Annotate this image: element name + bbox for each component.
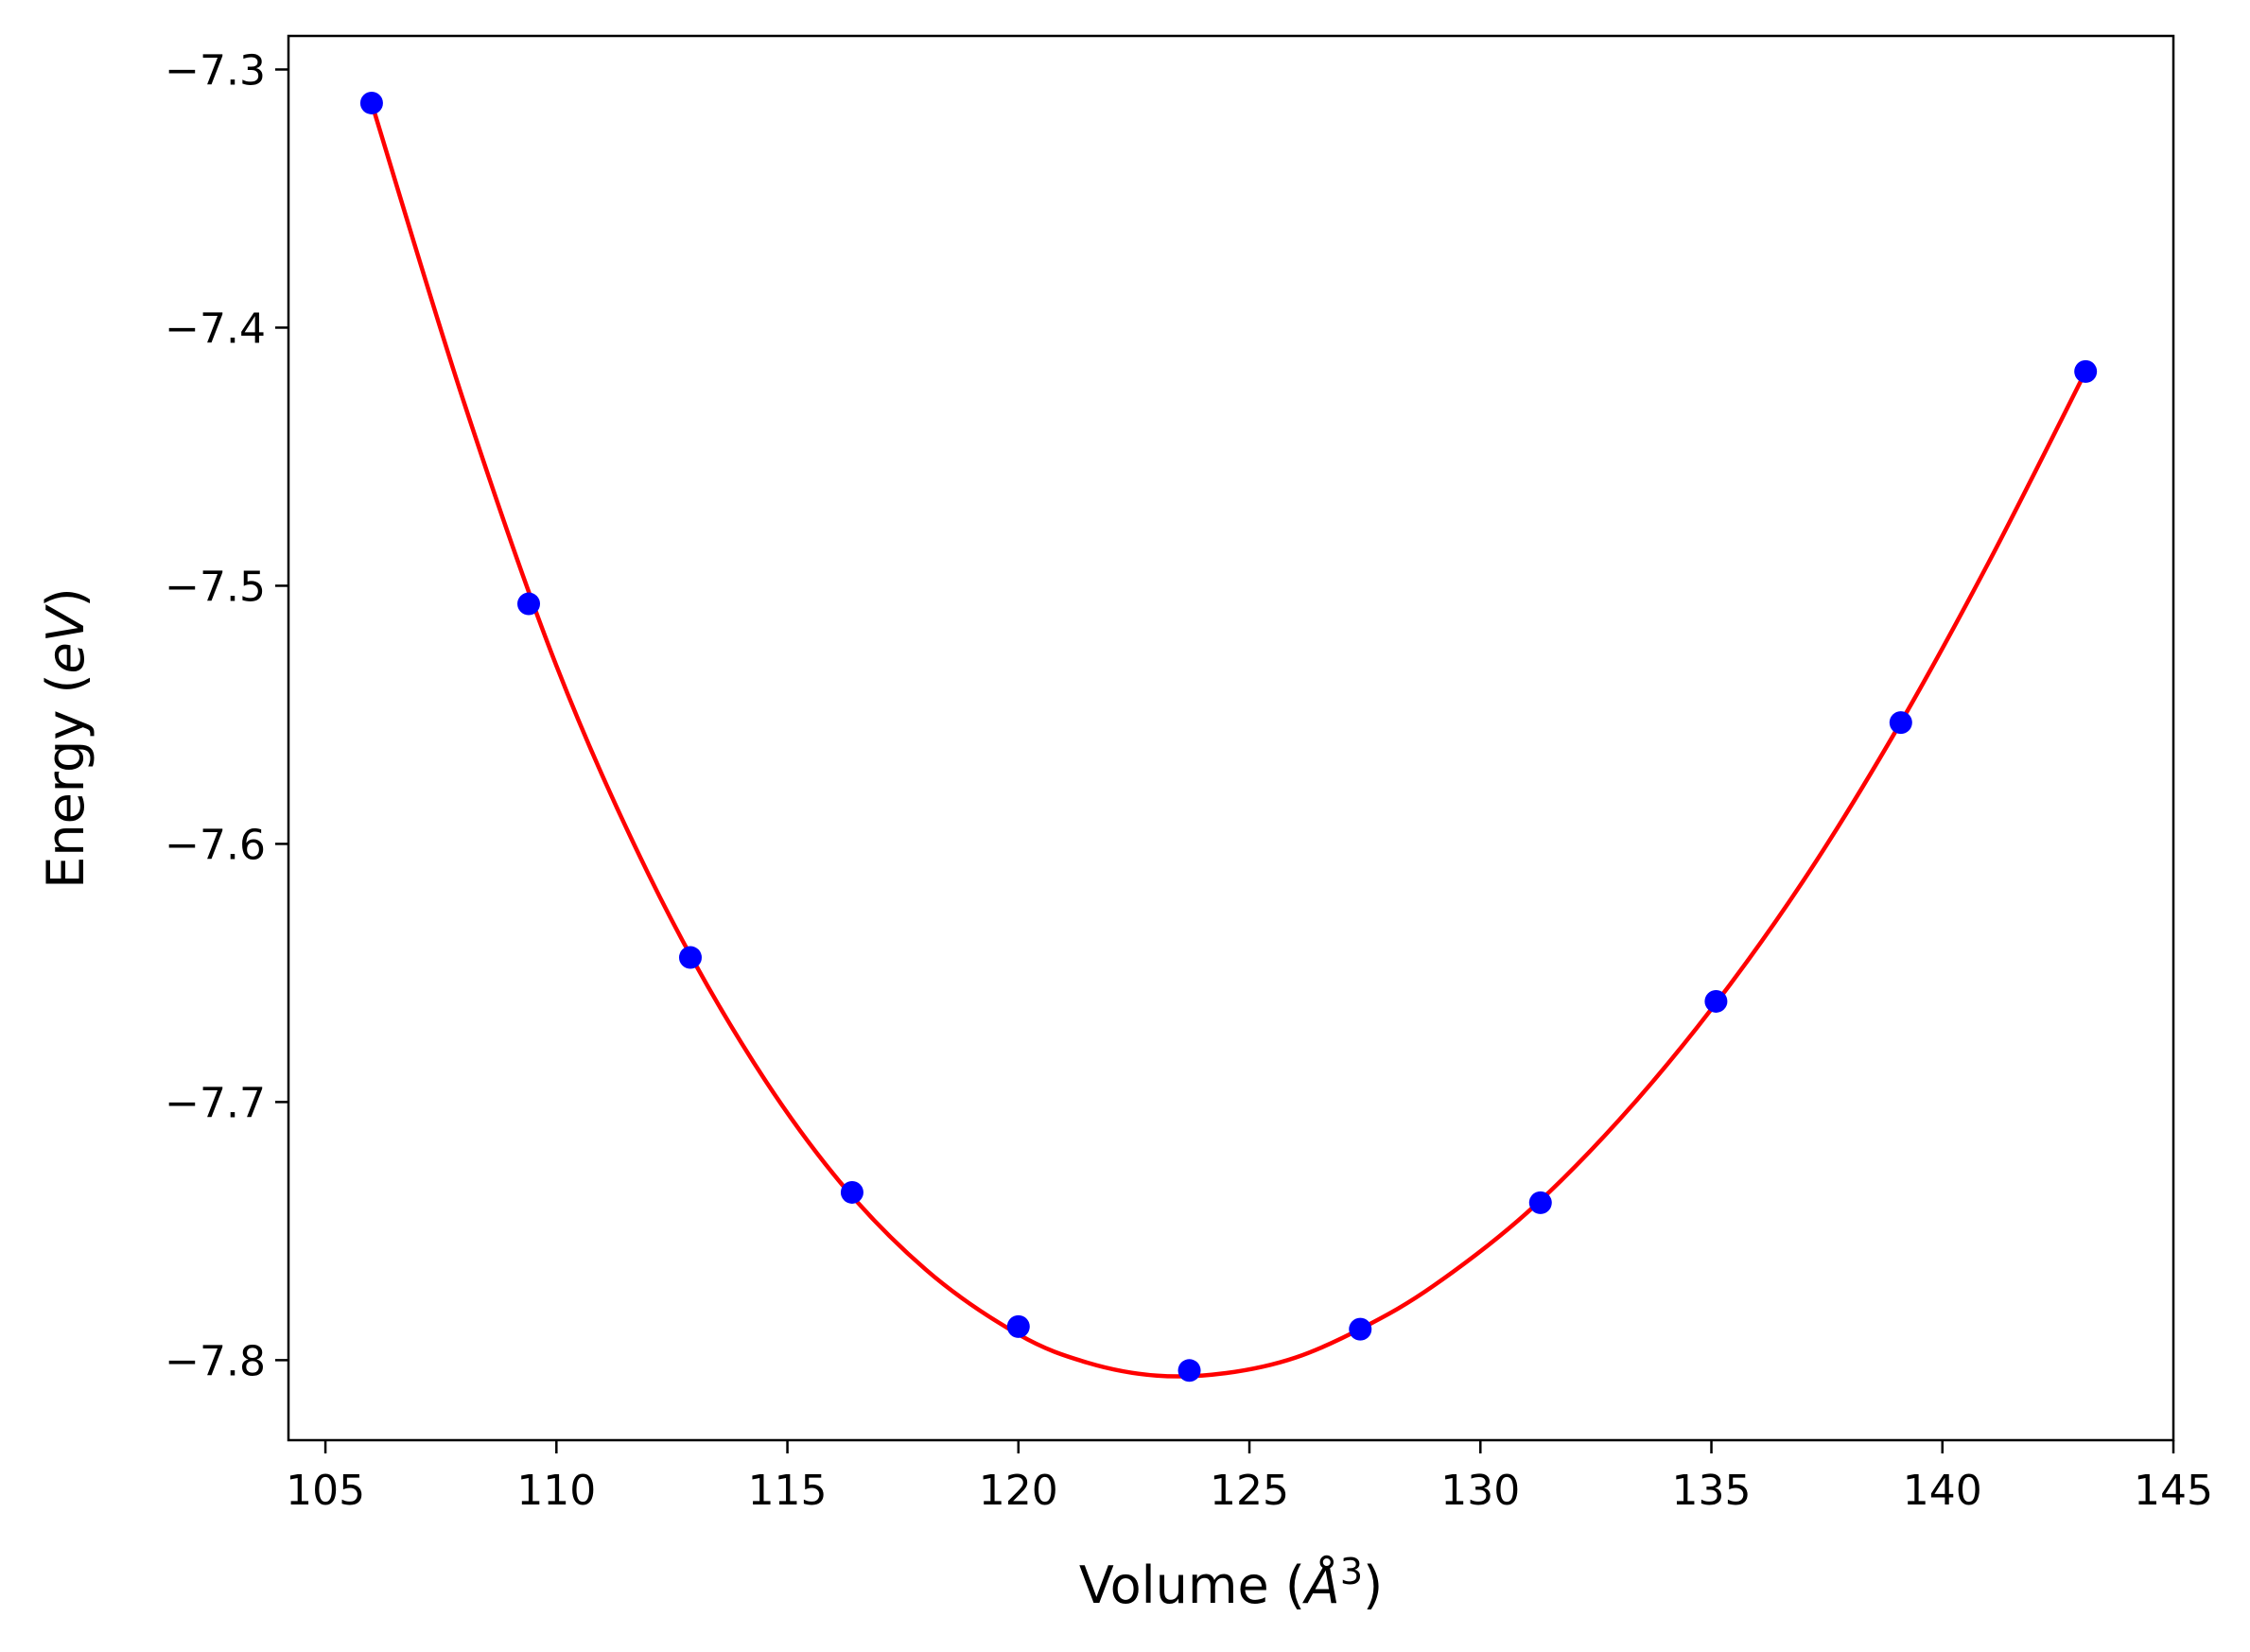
x-tick-label: 105 (286, 1467, 365, 1515)
x-tick-label: 110 (516, 1467, 596, 1515)
x-axis-label: Volume (Å3) (1079, 1551, 1383, 1615)
data-point (678, 946, 702, 969)
data-point (1349, 1317, 1372, 1341)
data-point (517, 592, 541, 616)
x-tick-label: 135 (1672, 1467, 1752, 1515)
x-tick-label: 120 (979, 1467, 1058, 1515)
y-tick-label: −7.6 (165, 821, 266, 869)
x-axis: 105 110 115 120 125 130 135 140 145 (286, 1440, 2213, 1515)
data-point (1528, 1191, 1552, 1214)
y-tick-label: −7.7 (165, 1079, 266, 1127)
data-point (1889, 711, 1912, 735)
axes-frame (287, 34, 2175, 1442)
y-tick-label: −7.8 (165, 1337, 266, 1385)
data-point (1177, 1359, 1201, 1382)
plot-area (359, 91, 2098, 1382)
data-point (359, 91, 383, 114)
y-axis-label: Energy (eV) (36, 587, 96, 889)
y-tick-label: −7.4 (165, 304, 266, 353)
x-tick-label: 130 (1440, 1467, 1520, 1515)
x-tick-label: 115 (748, 1467, 828, 1515)
data-point (840, 1180, 863, 1204)
data-point (1704, 989, 1728, 1013)
y-tick-label: −7.3 (165, 46, 266, 95)
data-point (2074, 359, 2098, 383)
data-point (1006, 1314, 1030, 1338)
x-tick-label: 145 (2134, 1467, 2213, 1515)
y-axis: −7.3 −7.4 −7.5 −7.6 −7.7 −7.8 (165, 46, 288, 1385)
y-tick-label: −7.5 (165, 563, 266, 611)
x-tick-label: 125 (1210, 1467, 1289, 1515)
x-tick-label: 140 (1903, 1467, 1982, 1515)
